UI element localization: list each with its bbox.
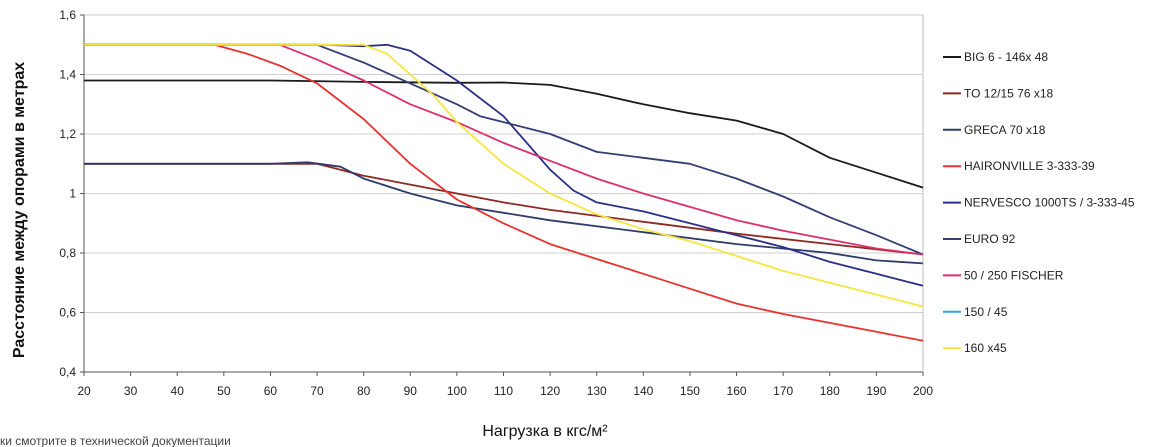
x-tick-label: 40 <box>171 384 185 398</box>
series-line <box>84 43 924 342</box>
x-tick-label: 80 <box>357 384 371 398</box>
y-tick-label: 0,6 <box>59 306 76 320</box>
series-line <box>84 43 924 256</box>
series-line <box>84 43 924 308</box>
y-tick-label: 0,4 <box>59 365 76 379</box>
x-tick-label: 180 <box>820 384 840 398</box>
x-tick-label: 190 <box>866 384 886 398</box>
y-axis-label: Расстояние между опорами в метрах <box>11 62 28 358</box>
x-tick-label: 140 <box>633 384 653 398</box>
x-tick-label: 30 <box>124 384 138 398</box>
legend-entry: TO 12/15 76 x18 <box>964 86 1054 100</box>
x-tick-label: 90 <box>404 384 418 398</box>
legend-entry: BIG 6 - 146x 48 <box>964 50 1048 64</box>
legend-entry: 160 x45 <box>964 341 1007 355</box>
y-tick-label: 0,8 <box>59 246 76 260</box>
series-line <box>84 162 924 256</box>
axes: 0,4 0,6 0,8 1 1,2 1,4 1,6 20 30 40 50 60 70 80 90 100 11… <box>59 8 933 398</box>
x-tick-label: 110 <box>494 384 513 398</box>
x-tick-label: 150 <box>680 384 700 398</box>
x-tick-label: 70 <box>310 384 324 398</box>
legend-entry: 150 / 45 <box>964 305 1008 319</box>
series-line <box>84 79 924 189</box>
legend-entry: HAIRONVILLE 3-333-39 <box>964 159 1095 173</box>
x-tick-label: 120 <box>540 384 560 398</box>
x-tick-label: 170 <box>773 384 793 398</box>
y-tick-label: 1 <box>69 187 76 201</box>
series-line <box>84 43 924 287</box>
series-line <box>84 161 924 265</box>
x-tick-label: 200 <box>913 384 933 398</box>
x-tick-label: 130 <box>587 384 607 398</box>
legend-entry: EURO 92 <box>964 232 1016 246</box>
x-axis-label: Нагрузка в кгс/м² <box>482 423 608 440</box>
x-tick-label: 160 <box>727 384 747 398</box>
footnote: ки смотрите в технической документации <box>0 434 231 447</box>
x-tick-label: 20 <box>77 384 91 398</box>
y-tick-label: 1,6 <box>59 8 76 22</box>
grid <box>84 14 923 373</box>
y-tick-label: 1,2 <box>59 127 76 141</box>
legend-entry: NERVESCO 1000TS / 3-333-45 <box>964 196 1135 210</box>
legend: BIG 6 - 146x 48 TO 12/15 76 x18 GRECA 70 x… <box>943 50 1135 355</box>
series-line <box>84 43 924 256</box>
legend-entry: 50 / 250 FISCHER <box>964 268 1064 282</box>
x-tick-label: 100 <box>447 384 467 398</box>
x-tick-label: 60 <box>264 384 278 398</box>
series-lines <box>84 43 924 342</box>
x-tick-label: 50 <box>217 384 231 398</box>
legend-entry: GRECA 70 x18 <box>964 123 1046 137</box>
y-tick-label: 1,4 <box>59 68 76 82</box>
